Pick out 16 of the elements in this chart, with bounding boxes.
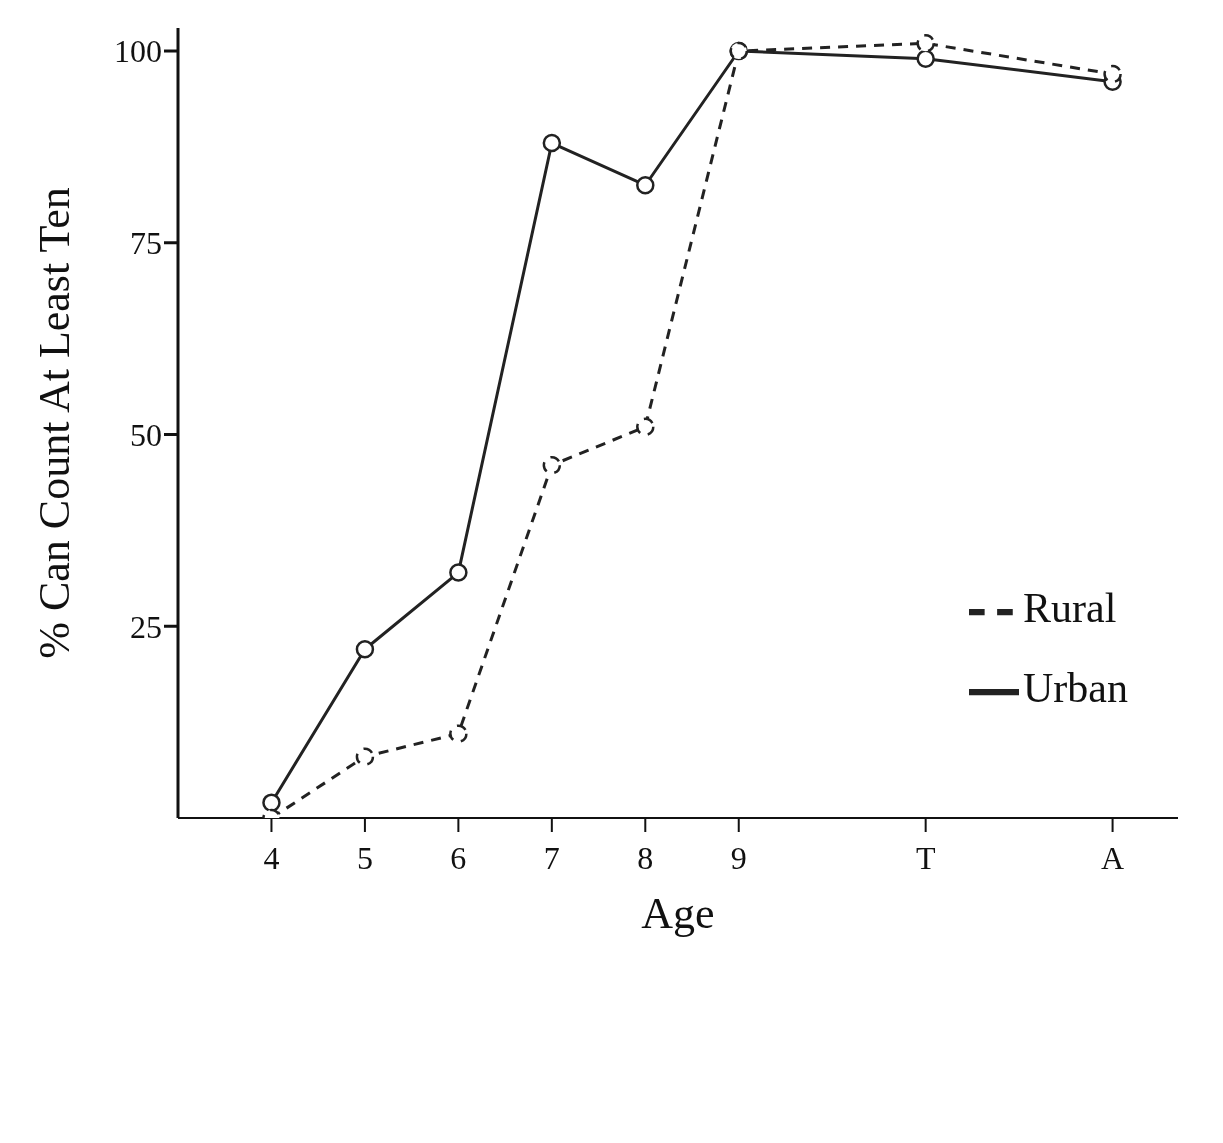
- x-tick-label: 9: [730, 839, 747, 876]
- x-tick-label: 5: [356, 839, 373, 876]
- y-tick-label: 75: [130, 225, 162, 262]
- y-tick-label: 50: [130, 416, 162, 453]
- x-tick-label: A: [1101, 839, 1125, 876]
- y-tick-label: 100: [114, 33, 162, 70]
- x-tick-label: 8: [637, 839, 654, 876]
- y-axis-title: % Can Count At Least Ten: [29, 187, 79, 659]
- legend-label: Rural: [1023, 585, 1117, 631]
- legend-label: Urban: [1023, 665, 1128, 711]
- x-tick-label: 4: [263, 839, 280, 876]
- y-tick-label: 25: [130, 608, 162, 645]
- x-axis-title: Age: [641, 889, 715, 938]
- x-tick-label: 6: [450, 839, 467, 876]
- x-tick-label: T: [915, 839, 936, 876]
- x-tick-label: 7: [543, 839, 560, 876]
